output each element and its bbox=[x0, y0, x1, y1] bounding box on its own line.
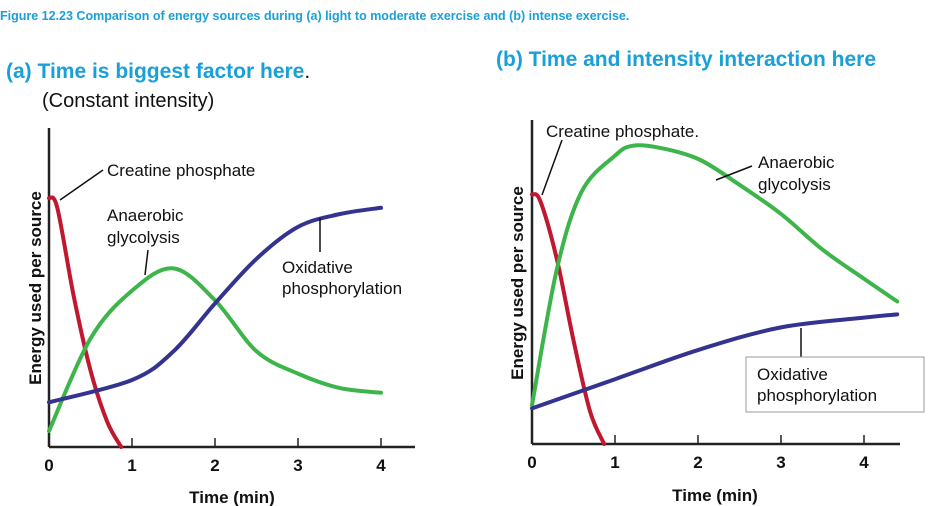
x-axis-label: Time (min) bbox=[672, 486, 758, 505]
y-axis-label: Energy used per source bbox=[508, 186, 527, 380]
label-box bbox=[745, 356, 925, 413]
panel-a-heading: (a) Time is biggest factor here. bbox=[6, 60, 310, 84]
x-tick-label: 2 bbox=[693, 453, 702, 472]
panel-a-heading-text: (a) Time is biggest factor here bbox=[6, 60, 305, 83]
leader-line bbox=[59, 169, 104, 201]
x-tick-label: 1 bbox=[127, 456, 136, 475]
series-line-anaerobic-glycolysis bbox=[530, 143, 900, 408]
x-tick-label: 1 bbox=[610, 453, 619, 472]
label-glycolysis-1: Anaerobic bbox=[758, 153, 835, 172]
x-tick-label: 3 bbox=[293, 456, 302, 475]
panel-a-heading-dot: . bbox=[304, 60, 311, 83]
label-glycolysis-2: glycolysis bbox=[107, 228, 180, 247]
x-tick-label: 2 bbox=[210, 456, 219, 475]
x-tick-label: 0 bbox=[527, 453, 536, 472]
series-line-oxidative-phosphorylation bbox=[47, 205, 383, 405]
label-creatine: Creatine phosphate bbox=[107, 161, 255, 180]
y-axis-label: Energy used per source bbox=[26, 191, 45, 385]
label-glycolysis-1: Anaerobic bbox=[107, 206, 184, 225]
series-line-creatine-phosphate bbox=[530, 192, 607, 446]
leader-line bbox=[541, 139, 563, 196]
series-line-creatine-phosphate bbox=[47, 195, 124, 449]
label-oxidative-1: Oxidative bbox=[282, 258, 353, 277]
x-tick-label: 0 bbox=[44, 456, 53, 475]
panel-a-subheading: (Constant intensity) bbox=[42, 90, 215, 112]
leader-line bbox=[144, 249, 149, 276]
panel-b-heading: (b) Time and intensity interaction here bbox=[496, 48, 877, 71]
label-creatine: Creatine phosphate. bbox=[546, 122, 699, 141]
series-line-anaerobic-glycolysis bbox=[47, 266, 383, 434]
label-oxidative-2: phosphorylation bbox=[757, 386, 877, 405]
x-tick-label: 4 bbox=[859, 453, 869, 472]
label-oxidative-1: Oxidative bbox=[757, 365, 828, 384]
series-line-oxidative-phosphorylation bbox=[530, 312, 900, 411]
x-tick-label: 3 bbox=[776, 453, 785, 472]
label-oxidative-2: phosphorylation bbox=[282, 279, 402, 298]
x-tick-label: 4 bbox=[376, 456, 386, 475]
x-axis-label: Time (min) bbox=[189, 488, 275, 506]
label-glycolysis-2: glycolysis bbox=[758, 175, 831, 194]
figure-caption: Figure 12.23 Comparison of energy source… bbox=[0, 9, 630, 23]
leader-line bbox=[715, 165, 753, 181]
